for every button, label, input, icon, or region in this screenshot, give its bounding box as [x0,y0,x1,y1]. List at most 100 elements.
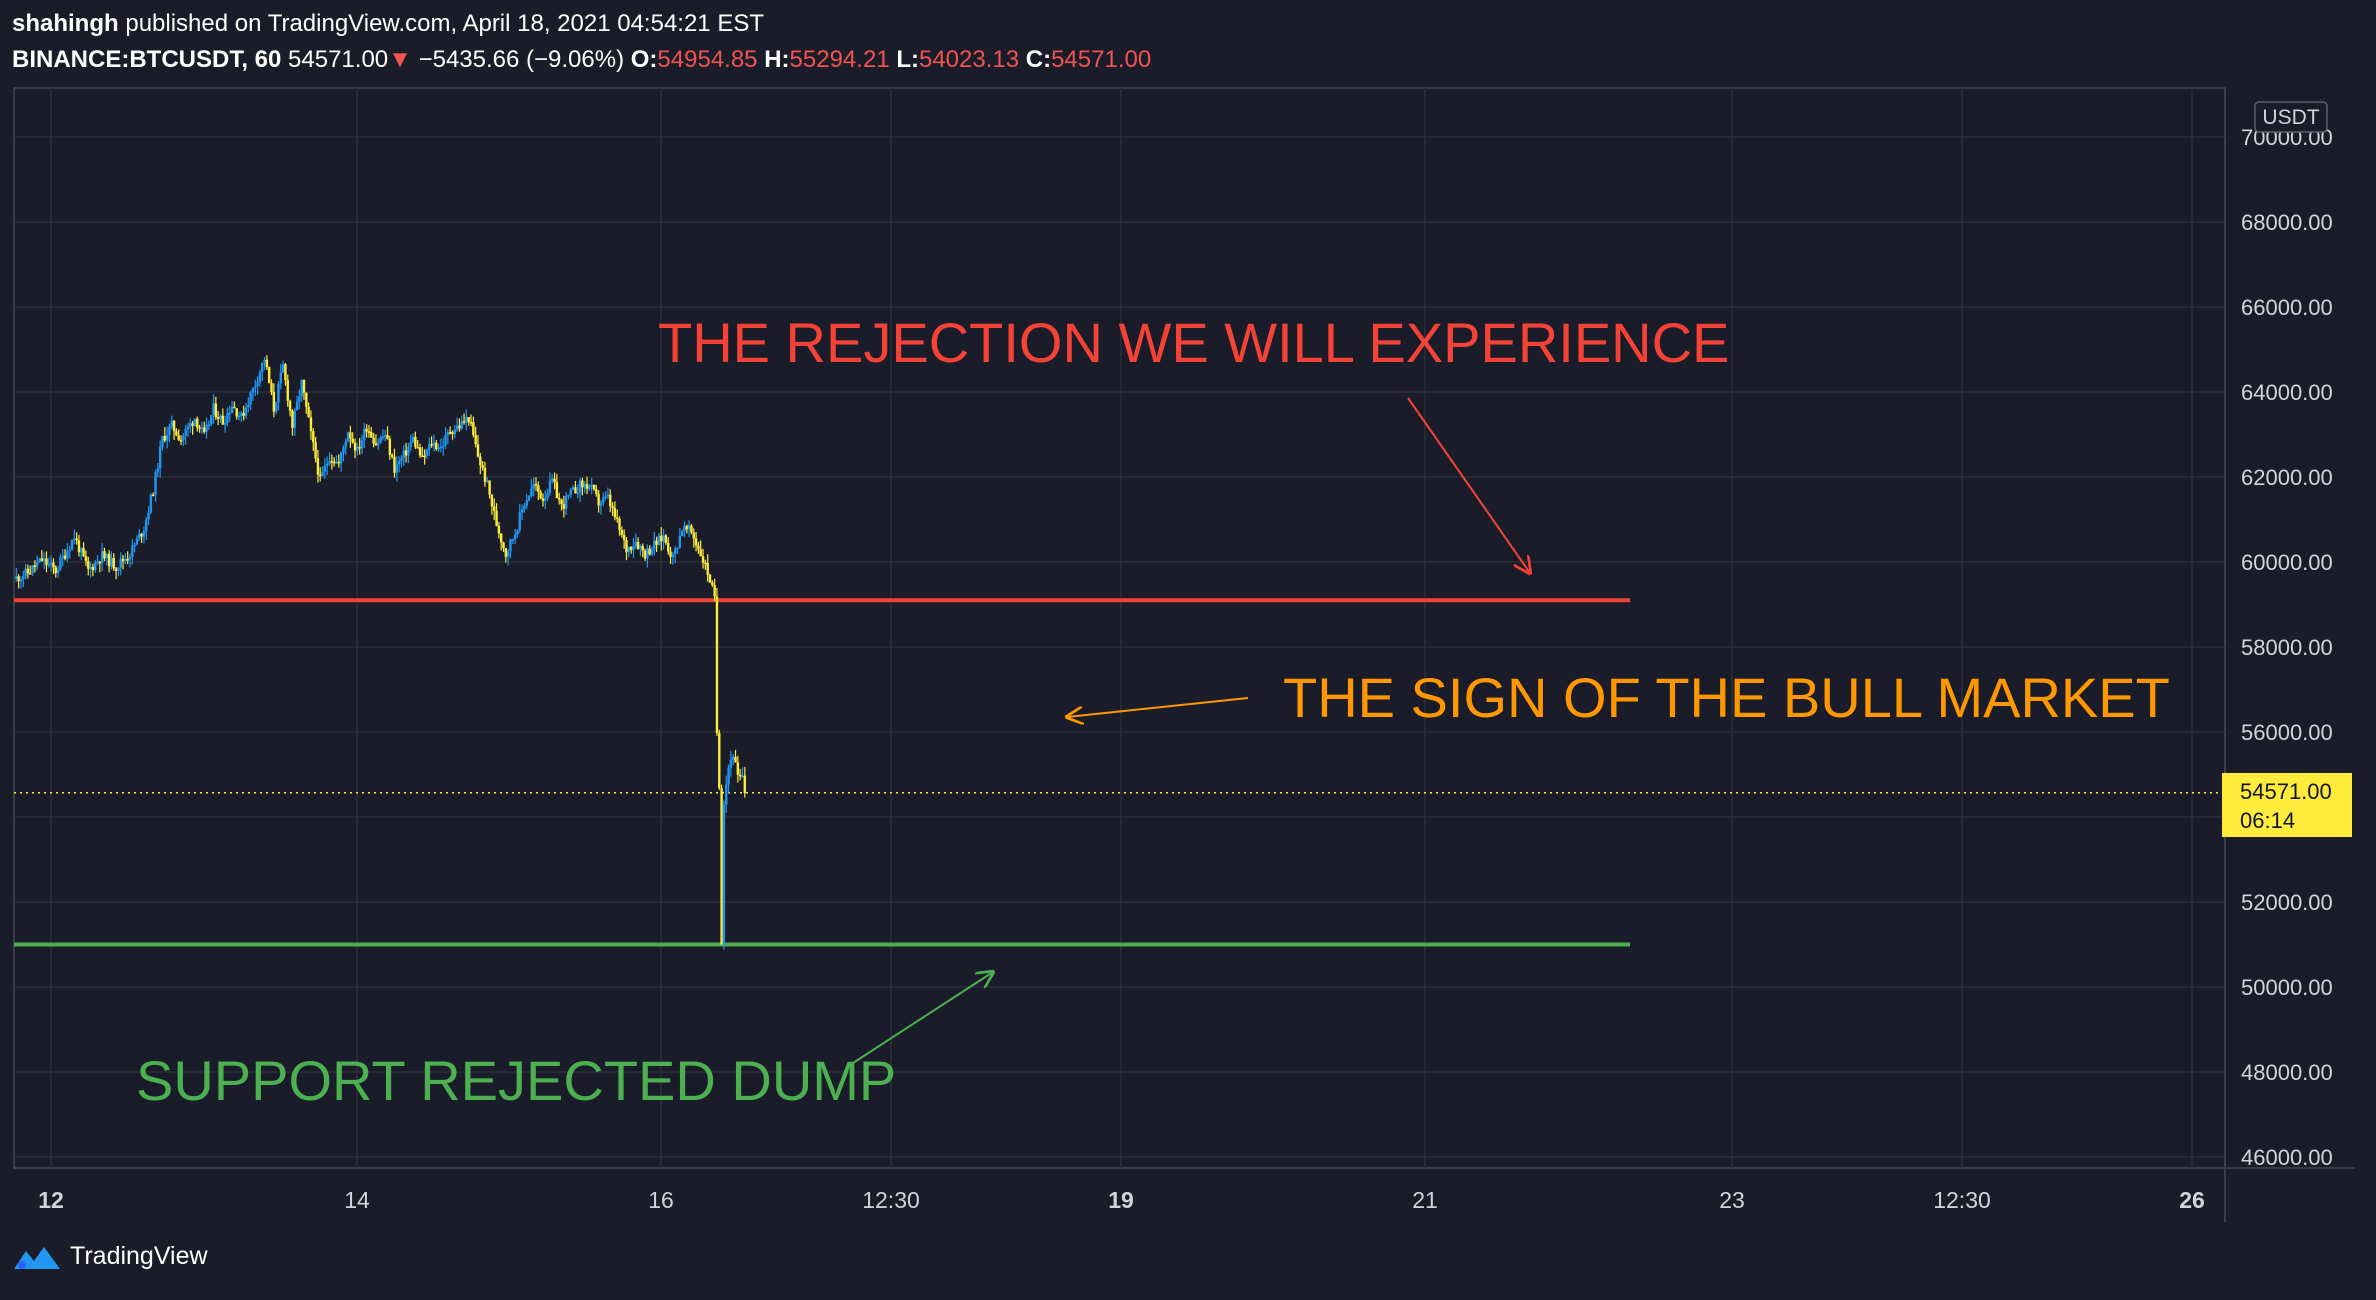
candle-body [701,556,705,563]
candle-body [430,444,433,446]
horizontal-levels[interactable] [14,598,1630,947]
candle-body [560,499,563,505]
candle-body [103,551,106,559]
candle-body [648,548,651,555]
candle-body [569,489,572,495]
candle-body [683,525,686,532]
annotation-bull-sign[interactable]: THE SIGN OF THE BULL MARKET [1067,666,2170,729]
candle-body [237,415,241,418]
author-name[interactable]: shahingh [12,10,119,37]
candle-body [539,491,542,499]
price-axis[interactable]: 46000.0048000.0050000.0052000.0054000.00… [2241,125,2333,1170]
candle-body [29,573,32,575]
candle-body [196,418,199,428]
y-tick-label: 46000.00 [2241,1145,2333,1170]
candle-body [205,424,208,432]
candle-body [356,446,359,451]
candle-body [722,804,726,945]
candle-body [595,489,598,494]
candle-body [210,415,213,425]
candle-body [704,562,707,565]
open-value: 54954.85 [657,46,758,73]
y-tick-label: 68000.00 [2241,210,2333,235]
candle-body [281,364,285,373]
candle-body [98,561,102,564]
candle-body [384,435,387,437]
candle-body [609,494,612,507]
candle-body [49,562,53,565]
candle-body [687,525,691,530]
last-price-badge: 54571.00 06:14 [2222,773,2352,837]
annotation-rejection[interactable]: THE REJECTION WE WILL EXPERIENCE [658,311,1729,573]
x-tick-label: 12 [38,1187,64,1213]
candle-body [407,446,410,456]
candle-body [534,484,538,486]
candle-body [300,380,303,397]
candle-body [537,485,540,492]
candle-body [442,445,445,448]
candle-body [641,545,644,551]
candle-body [119,558,122,568]
candle-body [321,472,324,476]
candle-body [249,392,252,405]
candle-series[interactable] [15,355,746,950]
candle-body [73,538,76,541]
y-tick-label: 48000.00 [2241,1060,2333,1085]
candle-body [706,563,709,575]
open-label: O: [630,46,658,73]
candle-body [175,431,178,436]
publish-info: shahingh published on TradingView.com, A… [12,6,1151,42]
candle-body [107,553,111,567]
candle-body [221,415,224,425]
candle-body [636,542,640,549]
candle-body [314,442,317,459]
candle-body [741,775,744,778]
candle-body [207,424,211,426]
candle-body [409,442,412,447]
candle-body [182,435,185,441]
candle-body [184,429,187,436]
candle-body [193,418,197,426]
footer-brand[interactable]: TradingView [12,1242,208,1271]
candle-body [128,557,132,560]
annotation-support[interactable]: SUPPORT REJECTED DUMP [136,972,993,1112]
candle-body [386,435,389,439]
candle-body [421,455,424,458]
candle-body [544,498,547,501]
currency-badge[interactable]: USDT [2254,101,2328,133]
candle-body [727,767,730,785]
candle-body [112,557,115,569]
candle-body [126,559,129,561]
candle-body [397,460,401,465]
candle-body [455,425,459,430]
candle-body [622,534,626,541]
candle-body [729,759,733,768]
candle-body [360,440,364,449]
candle-body [516,530,519,535]
candle-body [172,420,176,432]
candle-body [483,467,487,482]
candle-body [191,423,194,426]
candle-body [513,534,517,540]
symbol-label[interactable]: BINANCE:BTCUSDT, 60 [12,46,282,73]
candle-body [68,549,71,552]
time-axis[interactable]: 12 14 16 12:30 19 21 23 12:30 26 [38,1187,2205,1213]
candle-body [576,492,579,495]
low-value: 54023.13 [918,46,1020,73]
candle-body [500,533,503,543]
candle-body [657,535,661,545]
candle-body [625,540,628,553]
candle-body [19,579,23,582]
candle-body [15,576,18,579]
candle-body [235,408,238,417]
candle-body [344,441,347,448]
candle-body [288,400,292,411]
candle-body [627,546,630,553]
annotation-text: SUPPORT REJECTED DUMP [136,1049,896,1112]
candle-body [291,410,294,428]
currency-badge-text: USDT [2262,106,2319,129]
x-tick-label: 12:30 [862,1187,920,1213]
candle-body [509,539,512,552]
candle-body [650,549,654,555]
